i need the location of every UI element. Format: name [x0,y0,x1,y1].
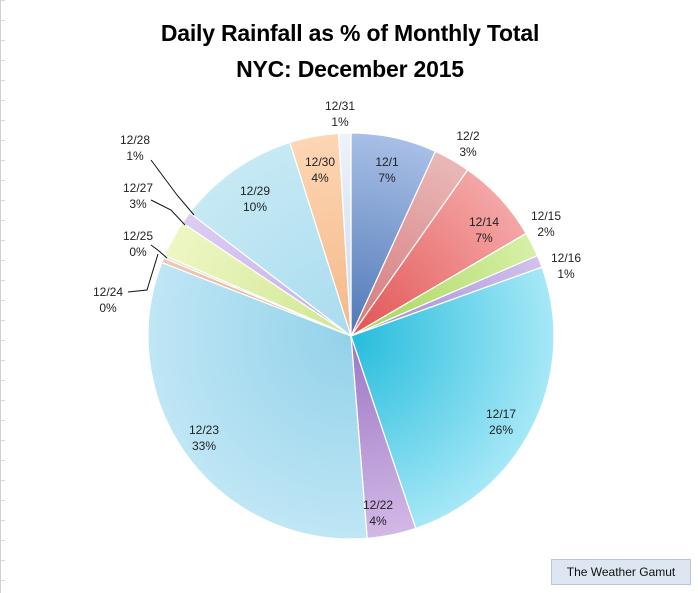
slice-label-12-25: 12/25 0% [123,229,153,259]
credit-box: The Weather Gamut [551,559,691,585]
pie-slice-12-31 [337,132,352,337]
slice-label-12-22: 12/22 4% [363,498,393,528]
slice-label-12-2: 12/2 3% [456,129,480,159]
slice-label-12-17: 12/17 26% [486,407,516,437]
leader-lines [127,159,195,293]
slice-label-12-16: 12/16 1% [551,251,581,281]
pie-slice-12-23 [147,261,368,540]
pie-slices [147,132,555,540]
slice-label-12-28: 12/28 1% [120,133,150,163]
leader-line-12-24 [127,253,159,293]
slice-label-12-27: 12/27 3% [123,181,153,211]
slice-label-12-31: 12/31 1% [325,99,355,129]
slice-label-12-29: 12/29 10% [240,184,270,214]
chart-title: Daily Rainfall as % of Monthly Total [160,20,540,46]
slice-label-12-14: 12/14 7% [469,215,499,245]
leader-line-12-25 [150,244,168,259]
slice-label-12-24: 12/24 0% [93,285,123,315]
slice-label-12-15: 12/15 2% [531,209,561,239]
axis-gridlines [1,0,5,581]
slice-label-12-23: 12/23 33% [189,423,219,453]
chart-subtitle: NYC: December 2015 [236,56,464,82]
leader-line-12-28 [150,159,195,216]
slice-labels: 12/1 7% 12/2 3% 12/14 7% 12/15 2% 12/16 1% 12/17 26… [93,99,581,528]
pie-slice-12-29 [188,141,353,338]
leader-line-12-27 [150,199,186,226]
pie-slice-12-17 [350,266,555,530]
slice-label-12-30: 12/30 4% [305,155,335,185]
slice-label-12-1: 12/1 7% [375,155,399,185]
